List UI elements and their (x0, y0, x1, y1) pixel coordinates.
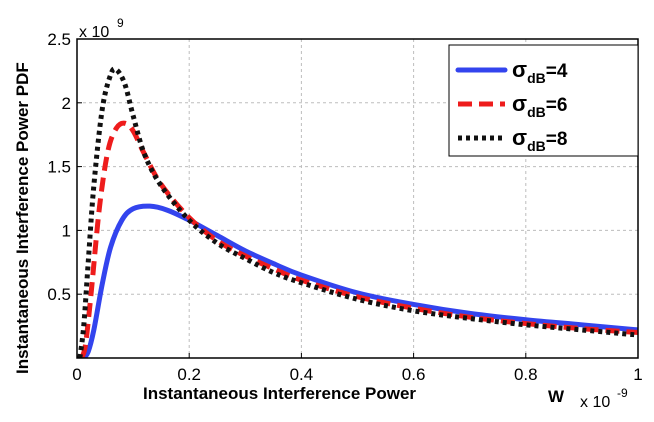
legend-label: σdB=4 (512, 57, 568, 86)
x-tick-label: 1 (633, 365, 642, 384)
plot-area-frame (76, 38, 639, 359)
series-line-sigma-4 (81, 203, 638, 358)
x-axis-unit: W (548, 387, 565, 406)
y-multiplier-label: x 10 (79, 24, 109, 41)
legend-label: σdB=6 (512, 91, 567, 120)
y-tick-label: 2 (62, 94, 71, 113)
x-tick-label: 0.4 (290, 365, 314, 384)
y-tick-label: 2.5 (47, 30, 71, 49)
legend-label: σdB=8 (512, 125, 567, 154)
series-line-sigma-8 (77, 66, 638, 358)
y-axis-label: Instantaneous Interference Power PDF (13, 62, 32, 374)
x-axis-label: Instantaneous Interference Power (143, 384, 416, 403)
x-multiplier-label: x 10 (580, 394, 610, 411)
x-multiplier-exponent: -9 (617, 386, 628, 400)
legend-box (448, 44, 639, 157)
y-tick-label: 1 (62, 221, 71, 240)
y-tick-label: 1.5 (47, 158, 71, 177)
y-tick-label: 0.5 (47, 285, 71, 304)
series-layer (77, 66, 638, 358)
x-tick-label: 0 (72, 365, 81, 384)
x-tick-label: 0.6 (402, 365, 426, 384)
x-tick-label: 0.2 (177, 365, 201, 384)
legend: σdB=4 σdB=6 σdB=8 (448, 44, 639, 157)
y-multiplier-exponent: 9 (117, 16, 124, 30)
tick-layer: 0 0.2 0.4 0.6 0.8 1 0.5 1 1.5 2 2.5 (47, 30, 642, 384)
x-tick-label: 0.8 (514, 365, 538, 384)
